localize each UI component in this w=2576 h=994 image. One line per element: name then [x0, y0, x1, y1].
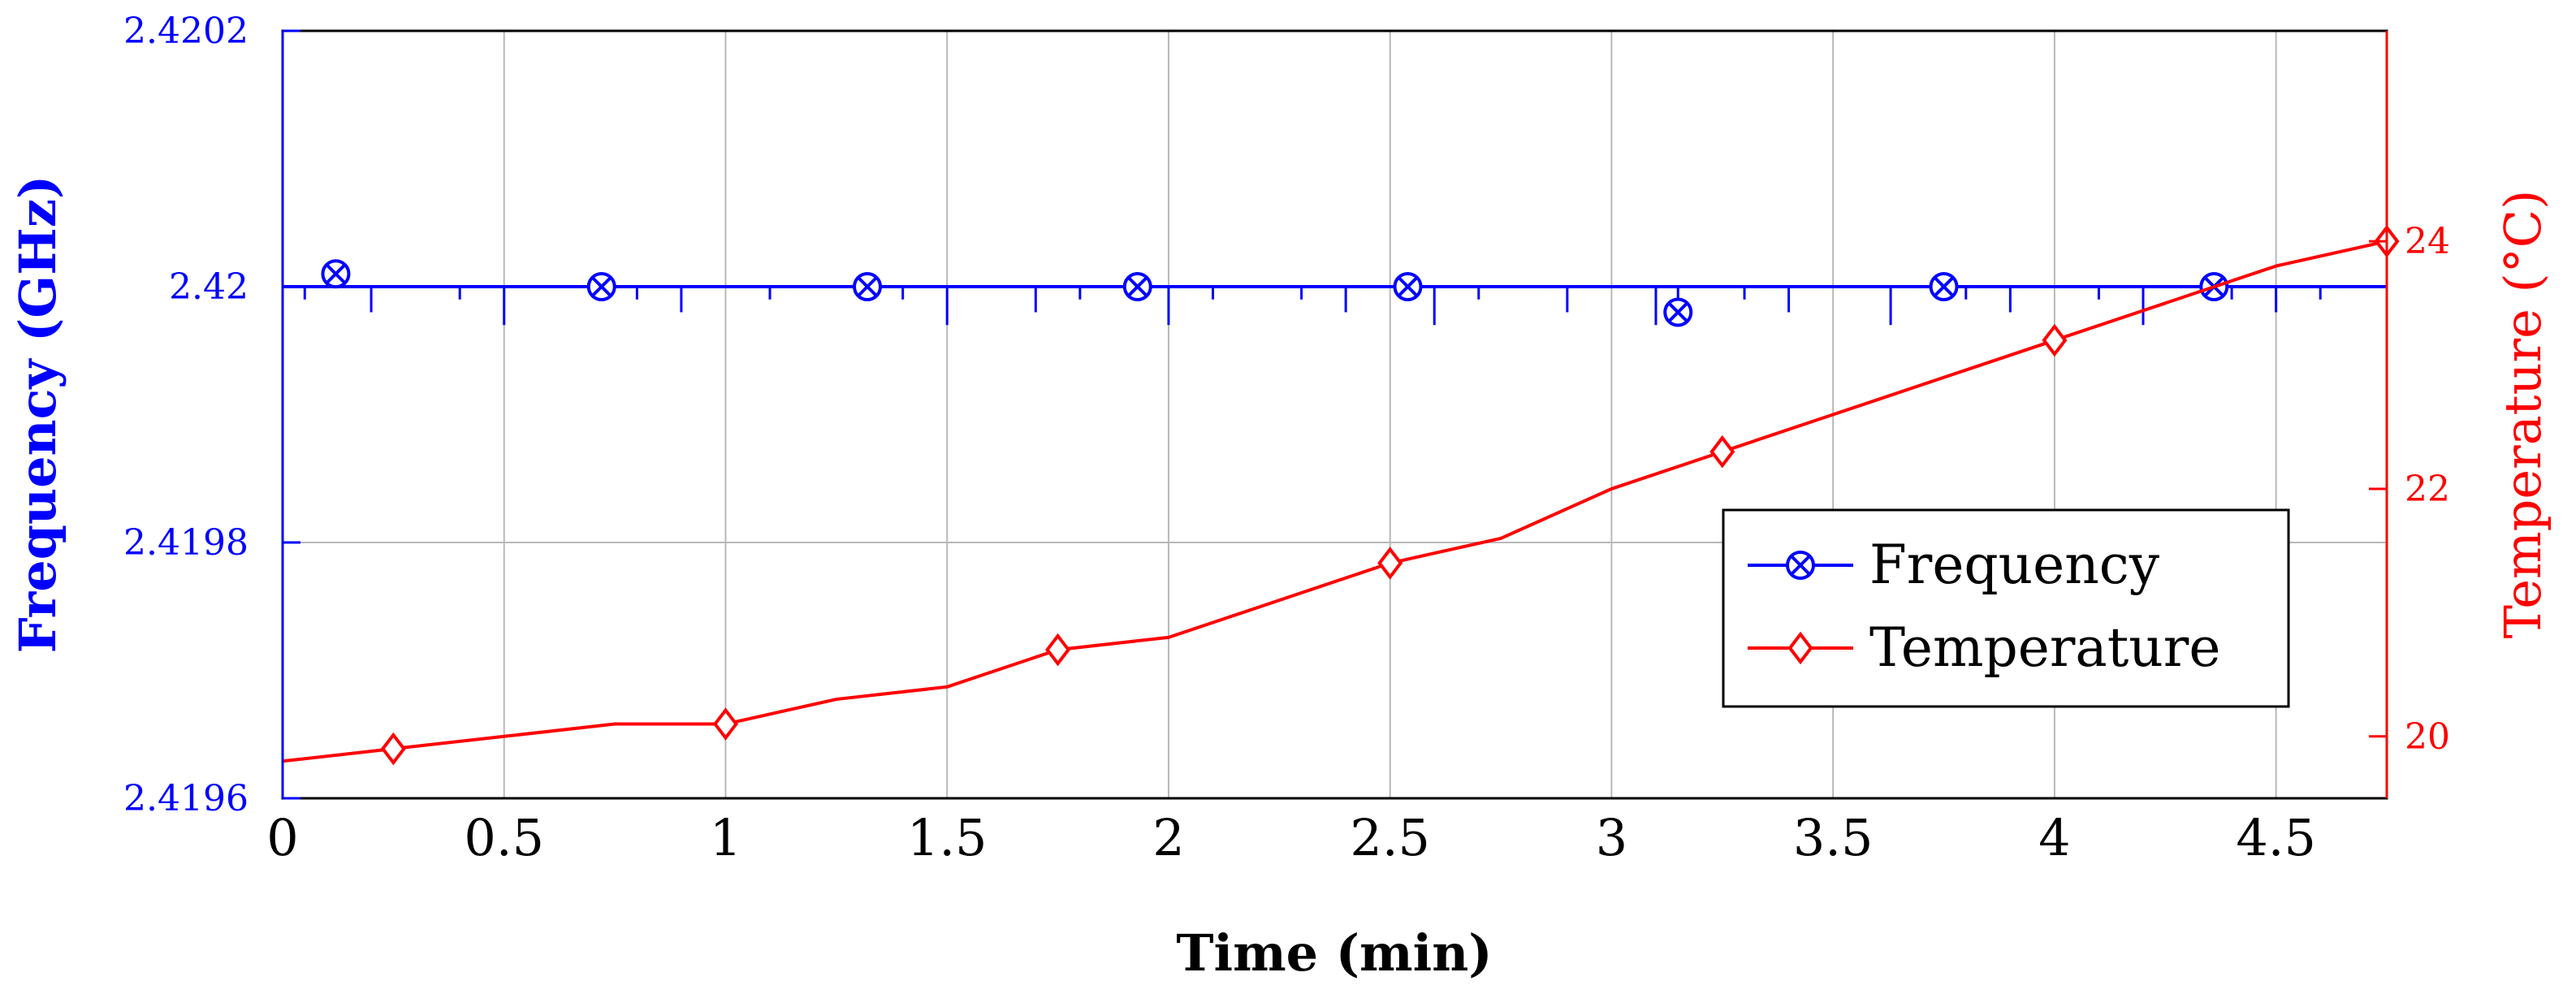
frequency-marker	[1663, 297, 1693, 327]
axis-ticks: 0 0.5 1 1.5 2 2.5 3 3.5 4 4.5 2.4196 2.4198 2.42 2.42…	[123, 11, 2450, 867]
y-left-tick-label: 2.4196	[123, 778, 249, 819]
legend-temperature-marker	[1787, 631, 1813, 665]
frequency-marker	[1393, 272, 1423, 301]
y-left-tick-label: 2.4198	[123, 522, 249, 564]
frequency-marker	[1786, 551, 1815, 580]
frequency-marker	[853, 272, 883, 301]
x-tick-label: 1.5	[907, 808, 988, 867]
frequency-marker	[1122, 272, 1152, 301]
y-right-axis-title: Temperature (°C)	[2493, 190, 2552, 639]
legend-frequency-marker	[1786, 551, 1815, 580]
temperature-marker	[380, 732, 406, 766]
frequency-marker	[321, 259, 351, 289]
marker-cross-b	[1667, 302, 1688, 322]
x-tick-label: 2	[1152, 808, 1184, 867]
temperature-marker	[1045, 633, 1071, 667]
x-tick-label: 1	[710, 808, 741, 867]
y-right-tick-label: 24	[2405, 221, 2450, 262]
y-left-tick-label: 2.42	[169, 266, 249, 308]
y-right-tick-label: 20	[2405, 716, 2450, 758]
temperature-line	[282, 240, 2388, 763]
legend-frequency-label: Frequency	[1869, 534, 2160, 596]
temperature-marker	[1787, 631, 1813, 665]
x-tick-label: 0	[266, 808, 298, 867]
legend: Frequency Temperature	[1722, 508, 2290, 708]
legend-box	[1722, 508, 2290, 708]
temperature-marker	[2042, 323, 2068, 357]
marker-cross-b	[1790, 555, 1811, 576]
temperature-marker	[712, 707, 738, 741]
x-tick-label: 3.5	[1793, 808, 1874, 867]
x-axis-title: Time (min)	[1176, 923, 1492, 983]
y-right-tick-label: 22	[2405, 469, 2450, 510]
x-tick-label: 4.5	[2236, 808, 2316, 867]
marker-cross-b	[591, 276, 612, 297]
marker-cross-b	[1127, 276, 1148, 297]
marker-cross-b	[326, 263, 346, 284]
series-frequency	[283, 259, 2387, 327]
temperature-marker	[1377, 547, 1403, 580]
legend-temperature-label: Temperature	[1869, 616, 2220, 679]
temperature-marker	[1709, 434, 1735, 469]
frequency-marker	[1929, 272, 1959, 301]
marker-cross-b	[1934, 276, 1954, 297]
marker-cross-b	[857, 276, 878, 297]
y-left-axis-title: Frequency (GHz)	[8, 175, 67, 654]
x-tick-label: 0.5	[464, 808, 544, 867]
x-tick-label: 4	[2038, 808, 2070, 867]
marker-cross-b	[1398, 276, 1418, 297]
frequency-marker	[586, 272, 616, 301]
x-tick-label: 2.5	[1350, 808, 1430, 867]
x-tick-label: 3	[1596, 808, 1627, 867]
y-left-tick-label: 2.4202	[123, 11, 249, 52]
